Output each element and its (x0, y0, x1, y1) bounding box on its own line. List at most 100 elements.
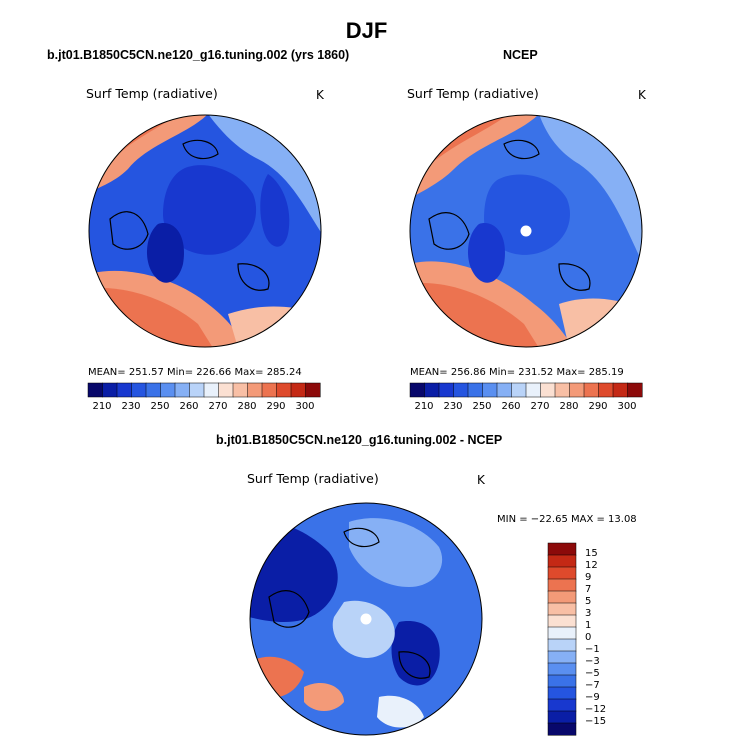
panel-2-tick: 230 (443, 401, 463, 412)
panel-1-tick: 280 (237, 401, 257, 412)
colorbar-swatch (547, 638, 577, 652)
panel-3-colorbar (547, 542, 577, 736)
panel-1-arctic-cold (163, 165, 257, 255)
panel-3-pole-hole (360, 613, 372, 625)
panel-3-tick: 12 (585, 560, 598, 571)
colorbar-swatch (174, 382, 191, 398)
panel-2-case-title: NCEP (503, 48, 538, 62)
panel-1-tick: 230 (121, 401, 141, 412)
panel-1-tick: 300 (295, 401, 315, 412)
colorbar-swatch (612, 382, 629, 398)
colorbar-swatch (598, 382, 614, 398)
colorbar-swatch (547, 650, 577, 664)
colorbar-swatch (424, 382, 440, 398)
colorbar-swatch (87, 382, 104, 398)
colorbar-swatch (131, 382, 147, 398)
colorbar-swatch (305, 382, 321, 398)
panel-2-variable: Surf Temp (radiative) (407, 86, 539, 101)
panel-3-warm-anomaly-2 (304, 682, 344, 711)
panel-1-map-border (88, 114, 322, 348)
panel-1-siberia-cold (260, 174, 290, 247)
colorbar-swatch (261, 382, 278, 398)
colorbar-swatch (547, 602, 577, 616)
panel-3-colorbar-ticks: 15 12 9 7 5 3 1 0 −1 −3 −5 −7 −9 −12 −15 (585, 543, 625, 735)
panel-2-tick: 270 (530, 401, 550, 412)
colorbar-swatch (547, 542, 577, 556)
colorbar-swatch (547, 698, 577, 712)
panel-1-polar-map (88, 114, 322, 348)
colorbar-swatch (116, 382, 133, 398)
panel-3-tick: −7 (585, 680, 600, 691)
panel-3-polar-map (249, 502, 483, 736)
panel-3-tick: −5 (585, 668, 600, 679)
panel-2-tick: 250 (472, 401, 492, 412)
colorbar-swatch (496, 382, 513, 398)
panel-2-europe (559, 298, 642, 347)
panel-3-tick: 9 (585, 572, 592, 583)
colorbar-swatch (232, 382, 249, 398)
panel-3-tick: −9 (585, 692, 600, 703)
colorbar-swatch (218, 382, 234, 398)
panel-1-greenland-cold (146, 223, 184, 283)
panel-2-colorbar (409, 382, 643, 398)
panel-1-tick: 250 (150, 401, 170, 412)
colorbar-swatch (547, 722, 577, 736)
colorbar-swatch (290, 382, 307, 398)
colorbar-swatch (547, 554, 577, 568)
panel-1-coastlines (109, 139, 270, 291)
panel-3-atlantic-anomaly (349, 518, 443, 587)
panel-3-tick: 3 (585, 608, 592, 619)
panel-2-tick: 210 (414, 401, 434, 412)
panel-1-tick: 260 (179, 401, 199, 412)
colorbar-swatch (482, 382, 498, 398)
panel-3-tick: −3 (585, 656, 600, 667)
panel-3-variable: Surf Temp (radiative) (247, 471, 379, 486)
panel-3-case-title: b.jt01.B1850C5CN.ne120_g16.tuning.002 - … (216, 433, 503, 447)
panel-1-tick: 270 (208, 401, 228, 412)
colorbar-swatch (569, 382, 585, 398)
panel-2-tick: 280 (559, 401, 579, 412)
panel-3-tick: 1 (585, 620, 592, 631)
panel-3-tick: 5 (585, 596, 592, 607)
panel-1-colorbar-ticks: 210 230 250 260 270 280 290 300 (88, 401, 320, 415)
colorbar-swatch (547, 674, 577, 688)
figure-title: DJF (345, 18, 388, 43)
colorbar-swatch (453, 382, 469, 398)
colorbar-swatch (583, 382, 600, 398)
panel-1-units: K (316, 88, 324, 102)
panel-2-pole-hole (520, 225, 532, 237)
colorbar-swatch (547, 614, 577, 628)
colorbar-swatch (160, 382, 176, 398)
panel-2-tick: 300 (617, 401, 637, 412)
panel-2-map-border (409, 114, 643, 348)
colorbar-swatch (547, 686, 577, 700)
colorbar-swatch (276, 382, 292, 398)
panel-2-coastlines (428, 139, 591, 291)
panel-3-units: K (477, 473, 485, 487)
panel-2-greenland-cold (467, 223, 505, 283)
colorbar-swatch (540, 382, 556, 398)
panel-2-units: K (638, 88, 646, 102)
colorbar-swatch (554, 382, 571, 398)
panel-2-tick: 290 (588, 401, 608, 412)
panel-1-colorbar (87, 382, 321, 398)
panel-1-variable: Surf Temp (radiative) (86, 86, 218, 101)
colorbar-swatch (547, 710, 577, 724)
colorbar-swatch (189, 382, 205, 398)
colorbar-swatch (102, 382, 118, 398)
colorbar-swatch (547, 626, 577, 640)
colorbar-swatch (547, 578, 577, 592)
colorbar-swatch (547, 590, 577, 604)
panel-3-arctic-anomaly (332, 600, 395, 658)
colorbar-swatch (409, 382, 426, 398)
panel-3-tick: −15 (585, 716, 607, 727)
panel-3-tick: −1 (585, 644, 600, 655)
panel-2-tick: 260 (501, 401, 521, 412)
colorbar-swatch (203, 382, 220, 398)
colorbar-swatch (547, 566, 577, 580)
colorbar-swatch (438, 382, 455, 398)
panel-1-europe (228, 306, 321, 347)
panel-1-case-title: b.jt01.B1850C5CN.ne120_g16.tuning.002 (y… (47, 48, 350, 62)
panel-2-arctic-cold (484, 174, 571, 255)
panel-2-stats: MEAN= 256.86 Min= 231.52 Max= 285.19 (410, 367, 624, 378)
